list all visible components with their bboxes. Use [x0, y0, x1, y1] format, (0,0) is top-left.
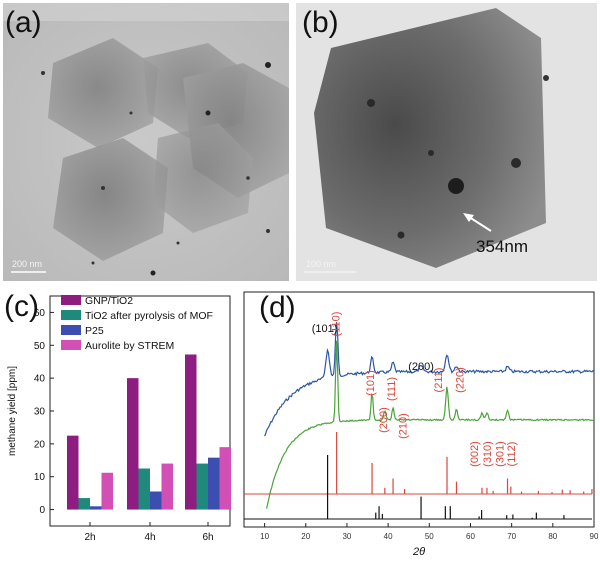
- panel-label-b: (b): [302, 6, 339, 39]
- x-tick-label: 90: [590, 532, 599, 541]
- tem-micrograph-b: [296, 3, 597, 281]
- peak-label: (110): [331, 312, 343, 337]
- tem-image-b: 100 nm 354nm: [296, 3, 597, 281]
- bar: [185, 354, 197, 510]
- annotation-354nm: 354nm: [476, 237, 528, 256]
- legend-entry: GNP/TiO2: [85, 295, 133, 307]
- y-tick-label: 20: [34, 439, 46, 450]
- x-tick-label: 40: [384, 532, 393, 541]
- bar: [90, 506, 102, 510]
- peak-label: (220): [454, 367, 466, 393]
- x-axis-label: 2θ: [412, 546, 425, 558]
- scale-bar-label-b: 100 nm: [306, 259, 337, 269]
- scale-bar-a: [11, 271, 46, 273]
- scale-bar-label-a: 200 nm: [12, 259, 43, 269]
- y-tick-label: 40: [34, 374, 46, 385]
- tem-micrograph-a: [3, 3, 289, 281]
- peak-label: (101): [312, 323, 338, 335]
- peak-label: (211): [433, 368, 445, 393]
- xrd-series-gnp-tio2: [264, 322, 595, 437]
- bar: [138, 468, 150, 510]
- y-tick-label: 10: [34, 472, 46, 483]
- xrd-chart-d: 10 20 30 40 50 60 70 80 902θ(101)(110)(101)(200)…: [243, 291, 599, 558]
- legend-entry: TiO2 after pyrolysis of MOF: [85, 310, 213, 322]
- peak-label: (111): [386, 377, 398, 401]
- legend-entry: P25: [85, 325, 104, 337]
- x-tick-label: 60: [466, 532, 475, 541]
- x-tick-label: 20: [301, 532, 310, 541]
- bar: [67, 435, 79, 510]
- x-tick-label: 80: [548, 532, 557, 541]
- y-axis-label: methane yield [ppm]: [7, 366, 18, 456]
- legend-entry: Aurolite by STREM: [85, 340, 174, 352]
- bar: [196, 463, 208, 510]
- bar: [208, 457, 220, 510]
- y-tick-label: 30: [34, 407, 46, 418]
- x-tick-label: 70: [507, 532, 516, 541]
- peak-label: (002): [469, 441, 481, 467]
- annotation-arrow: [463, 213, 492, 232]
- x-tick-label: 6h: [202, 532, 213, 543]
- peak-label: (200): [378, 407, 390, 433]
- bar: [219, 447, 231, 510]
- legend-swatch: [61, 325, 81, 335]
- peak-label: (200): [408, 361, 434, 373]
- scale-bar-b: [304, 271, 356, 273]
- legend-swatch: [61, 295, 81, 305]
- bar: [101, 472, 113, 510]
- peak-label: (301): [495, 441, 507, 467]
- plot-frame: [243, 291, 595, 528]
- bar-chart-c: 0 10 20 30 40 50 60 methane yield [ppm] 2h 4h 6h GN…: [7, 295, 231, 543]
- bar: [127, 378, 139, 510]
- x-tick-label: 4h: [144, 532, 155, 543]
- peak-label: (101): [365, 370, 377, 396]
- peak-label: (210): [398, 413, 410, 439]
- bar: [150, 491, 162, 510]
- panel-label-c: (c): [4, 290, 39, 323]
- x-tick-label: 10: [260, 532, 269, 541]
- bar: [161, 463, 173, 510]
- x-tick-label: 2h: [84, 532, 95, 543]
- y-tick-label: 0: [39, 505, 45, 516]
- peak-label: (310): [482, 441, 494, 467]
- legend-swatch: [61, 340, 81, 350]
- y-tick-label: 60: [34, 308, 46, 319]
- tem-image-a: 200 nm: [3, 3, 289, 281]
- y-tick-label: 50: [34, 341, 46, 352]
- xrd-series-tio2-mof: [266, 340, 595, 509]
- x-tick-label: 30: [342, 532, 351, 541]
- peak-label: (112): [506, 442, 518, 467]
- panel-label-a: (a): [5, 6, 42, 39]
- panel-label-d: (d): [259, 291, 296, 324]
- x-tick-label: 50: [425, 532, 434, 541]
- legend-swatch: [61, 310, 81, 320]
- bar: [78, 498, 90, 510]
